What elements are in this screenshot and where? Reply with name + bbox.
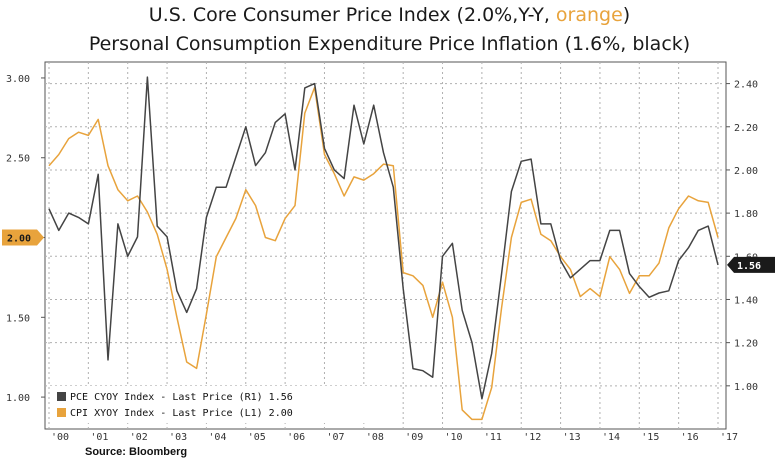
x-tick-label: '13: [563, 432, 581, 443]
x-tick-label: '06: [287, 432, 305, 443]
legend-swatch: [57, 408, 66, 417]
left-tick-label: 1.50: [6, 313, 30, 324]
legend-swatch: [57, 392, 66, 401]
series-line-left: [48, 86, 719, 421]
legend: PCE CYOY Index - Last Price (R1) 1.56 CPI…: [50, 386, 390, 423]
x-tick-label: '05: [248, 432, 266, 443]
right-tick-label: 2.00: [734, 166, 758, 177]
left-tick-label: 2.50: [6, 154, 30, 165]
x-tick-label: '14: [602, 432, 620, 443]
series-lines: [48, 76, 719, 421]
value-badges: 1.56 2.00: [2, 229, 775, 273]
legend-label: PCE CYOY Index - Last Price (R1) 1.56: [70, 392, 293, 403]
x-tick-label: '11: [484, 432, 502, 443]
x-tick-label: '17: [720, 432, 738, 443]
right-tick-label: 1.00: [734, 382, 758, 393]
chart-title-line2: Personal Consumption Expenditure Price I…: [88, 33, 691, 55]
legend-box: [50, 386, 390, 423]
x-tick-label: '12: [523, 432, 541, 443]
x-tick-label: '03: [169, 432, 187, 443]
right-value-badge: [727, 256, 775, 273]
left-value-badge: [2, 229, 44, 246]
x-axis-ticks: '00 '01 '02 '03 '04 '05 '06 '07 '08 '09 '10 '11 '12 '…: [51, 432, 738, 443]
x-tick-label: '01: [90, 432, 108, 443]
x-tick-label: '00: [51, 432, 69, 443]
x-tick-label: '07: [326, 432, 344, 443]
x-tick-label: '10: [445, 432, 463, 443]
right-tick-label: 1.20: [734, 339, 758, 350]
plot-frame: [44, 61, 727, 430]
legend-label: CPI XYOY Index - Last Price (L1) 2.00: [70, 408, 293, 419]
x-tick-label: '02: [130, 432, 148, 443]
x-tick-label: '04: [208, 432, 226, 443]
source-note: Source: Bloomberg: [85, 446, 188, 458]
right-tick-label: 1.40: [734, 295, 758, 306]
grid-lines: [45, 62, 726, 429]
chart-title-line1: U.S. Core Consumer Price Index (2.0%,Y-Y…: [0, 4, 779, 26]
x-tick-label: '08: [366, 432, 384, 443]
series-line-right: [48, 76, 719, 400]
right-tick-label: 1.80: [734, 209, 758, 220]
x-tick-label: '16: [681, 432, 699, 443]
title-orange-word: orange: [555, 4, 623, 26]
right-value-badge-label: 1.56: [737, 261, 761, 272]
title-suffix: ): [622, 4, 631, 26]
x-tick-label: '09: [405, 432, 423, 443]
left-value-badge-label: 2.00: [7, 234, 31, 245]
left-tick-label: 3.00: [6, 74, 30, 85]
title-prefix: U.S. Core Consumer Price Index (2.0%,Y-Y…: [148, 4, 556, 26]
right-axis-ticks: 1.001.201.401.601.802.002.202.40: [726, 80, 758, 393]
right-tick-label: 2.20: [734, 123, 758, 134]
left-tick-label: 1.00: [6, 393, 30, 404]
x-tick-label: '15: [641, 432, 659, 443]
right-tick-label: 2.40: [734, 80, 758, 91]
